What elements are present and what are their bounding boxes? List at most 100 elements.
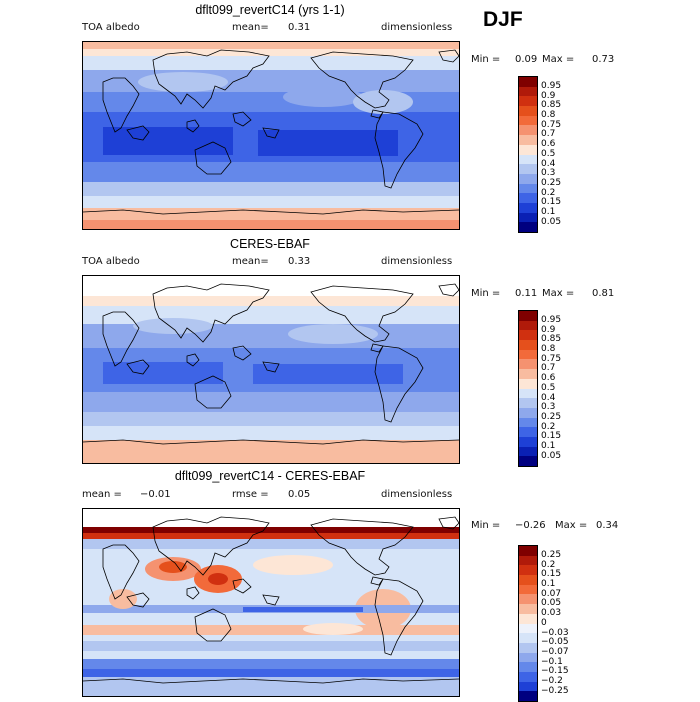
panel2-colorbar-tick-label: 0.5 <box>541 382 556 393</box>
panel1-mean-label: mean= <box>232 22 269 33</box>
panel1-colorbar-tick-label: 0.1 <box>541 206 556 217</box>
panel1-colorbar-tick-label: 0.5 <box>541 148 556 159</box>
panel1-colorbar-swatch <box>519 212 537 223</box>
panel3-mean-label: mean = <box>82 489 122 500</box>
panel3-colorbar-swatch <box>519 604 537 614</box>
panel3-colorbar-tick-label: −0.05 <box>541 637 569 648</box>
panel3-colorbar-tick-label: 0 <box>541 617 547 628</box>
panel2-colorbar-swatch <box>519 417 537 428</box>
panel1-colorbar-tick-label: 0.95 <box>541 81 562 91</box>
panel1-max-label: Max = <box>542 54 575 65</box>
panel2-mean-value: 0.33 <box>288 256 311 267</box>
panel2-colorbar-tick-label: 0.1 <box>541 440 556 451</box>
panel3-colorbar-tick-label: 0.1 <box>541 579 556 590</box>
panel3-map-svg <box>83 509 459 696</box>
panel3-min-value: −0.26 <box>515 520 546 531</box>
panel2-colorbar-labels: 0.95 0.9 0.85 0.8 0.75 0.7 0.6 0.5 0.4 0.3 0.25 0.2… <box>541 315 562 461</box>
panel3-colorbar-tick-label: 0.07 <box>541 588 562 599</box>
panel1-colorbar-tick-label: 0.75 <box>541 119 562 130</box>
panel2-max-value: 0.81 <box>592 288 615 299</box>
panel2-colorbar-tick-label: 0.3 <box>541 402 556 413</box>
panel3-colorbar-swatch <box>519 555 537 566</box>
panel2-colorbar-tick-label: 0.7 <box>541 363 556 374</box>
panel1-colorbar-tick-label: 0.15 <box>541 197 562 208</box>
panel3-colorbar-tick-label: 0.2 <box>541 559 556 570</box>
panel1-colorbar-swatch <box>519 202 537 213</box>
panel1-colorbar-tick-label: 0.9 <box>541 90 556 101</box>
panel2-colorbar-swatch <box>519 349 537 360</box>
panel2-colorbar-swatch <box>519 388 537 399</box>
panel3-colorbar-tick-label: −0.15 <box>541 666 569 677</box>
panel3-colorbar-swatch <box>519 594 537 605</box>
panel2-map <box>82 275 460 464</box>
panel2-colorbar-swatch <box>519 378 537 389</box>
panel2-colorbar-tick-label: 0.25 <box>541 411 562 422</box>
panel1-colorbar-swatch <box>519 77 537 87</box>
panel1-title: dflt099_revertC14 (yrs 1-1) <box>195 3 345 17</box>
panel1-colorbar-swatch <box>519 106 537 116</box>
panel2-colorbar-tick-label: 0.95 <box>541 315 562 325</box>
panel3-colorbar-swatch <box>519 671 537 682</box>
panel3-mean-value: −0.01 <box>140 489 171 500</box>
panel3-colorbar-swatch <box>519 565 537 576</box>
panel1-colorbar-swatch <box>519 86 537 97</box>
panel2-map-svg <box>83 276 459 463</box>
panel2-colorbar-swatch <box>519 320 537 331</box>
panel3-colorbar-swatch <box>519 546 537 556</box>
panel2-colorbar-swatch <box>519 446 537 457</box>
panel3-colorbar-swatch <box>519 633 537 643</box>
panel1-colorbar <box>518 76 538 233</box>
panel2-colorbar-swatch <box>519 456 537 466</box>
panel2-colorbar-swatch <box>519 436 537 447</box>
panel3-units-label: dimensionless <box>381 489 453 500</box>
panel1-min-label: Min = <box>471 54 501 65</box>
panel1-colorbar-swatch <box>519 164 537 174</box>
panel2-units-label: dimensionless <box>381 256 453 267</box>
panel3-colorbar-swatch <box>519 623 537 634</box>
panel3-colorbar-labels: 0.25 0.2 0.15 0.1 0.07 0.05 0.03 0 −0.03 −0.05 −0.… <box>541 550 569 696</box>
panel3-max-label: Max = <box>555 520 588 531</box>
panel2-colorbar-swatch <box>519 407 537 418</box>
panel1-colorbar-swatch <box>519 193 537 203</box>
panel2-colorbar-tick-label: 0.8 <box>541 344 556 355</box>
panel3-title: dflt099_revertC14 - CERES-EBAF <box>174 469 366 483</box>
panel1-colorbar-tick-label: 0.7 <box>541 129 556 140</box>
panel3-colorbar-tick-label: −0.2 <box>541 675 563 686</box>
panel2-colorbar-tick-label: 0.6 <box>541 373 556 384</box>
panel2-colorbar-swatch <box>519 359 537 370</box>
panel1-map-svg <box>83 42 459 229</box>
panel3-colorbar-swatch <box>519 613 537 624</box>
panel1-colorbar-tick-label: 0.2 <box>541 187 556 198</box>
panel2-colorbar-swatch <box>519 398 537 408</box>
panel3-colorbar-tick-label: 0.05 <box>541 598 562 609</box>
panel3-colorbar-swatch <box>519 652 537 663</box>
panel2-variable-label: TOA albedo <box>82 256 140 267</box>
panel3-colorbar-tick-label: −0.25 <box>541 685 569 696</box>
panel1-colorbar-swatch <box>519 115 537 126</box>
panel1-colorbar-swatch <box>519 125 537 136</box>
panel3-colorbar-swatch <box>519 691 537 701</box>
panel3-colorbar-tick-label: −0.03 <box>541 627 569 638</box>
panel2-mean-label: mean= <box>232 256 269 267</box>
panel2-colorbar-swatch <box>519 369 537 379</box>
panel1-colorbar-swatch <box>519 173 537 184</box>
panel1-colorbar-swatch <box>519 183 537 194</box>
panel1-colorbar-tick-label: 0.4 <box>541 158 556 169</box>
panel1-variable-label: TOA albedo <box>82 22 140 33</box>
panel2-colorbar <box>518 310 538 467</box>
panel2-colorbar-swatch <box>519 311 537 321</box>
panel2-min-label: Min = <box>471 288 501 299</box>
panel1-min-value: 0.09 <box>515 54 538 65</box>
panel2-colorbar-tick-label: 0.85 <box>541 334 562 345</box>
panel2-title: CERES-EBAF <box>230 237 310 251</box>
panel1-colorbar-tick-label: 0.3 <box>541 168 556 179</box>
panel3-colorbar-swatch <box>519 662 537 672</box>
panel3-colorbar <box>518 545 538 702</box>
panel1-map <box>82 41 460 230</box>
panel3-colorbar-tick-label: 0.25 <box>541 550 562 560</box>
panel2-min-value: 0.11 <box>515 288 538 299</box>
panel3-map <box>82 508 460 697</box>
panel1-colorbar-tick-label: 0.8 <box>541 110 556 121</box>
panel3-max-value: 0.34 <box>596 520 619 531</box>
panel2-colorbar-tick-label: 0.2 <box>541 421 556 432</box>
